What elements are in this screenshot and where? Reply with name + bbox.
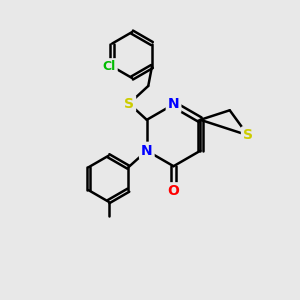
Text: N: N [141, 144, 153, 158]
Text: S: S [124, 97, 134, 111]
Text: Cl: Cl [103, 60, 116, 73]
Text: N: N [168, 98, 179, 111]
Text: O: O [168, 184, 179, 198]
Text: S: S [243, 128, 253, 142]
